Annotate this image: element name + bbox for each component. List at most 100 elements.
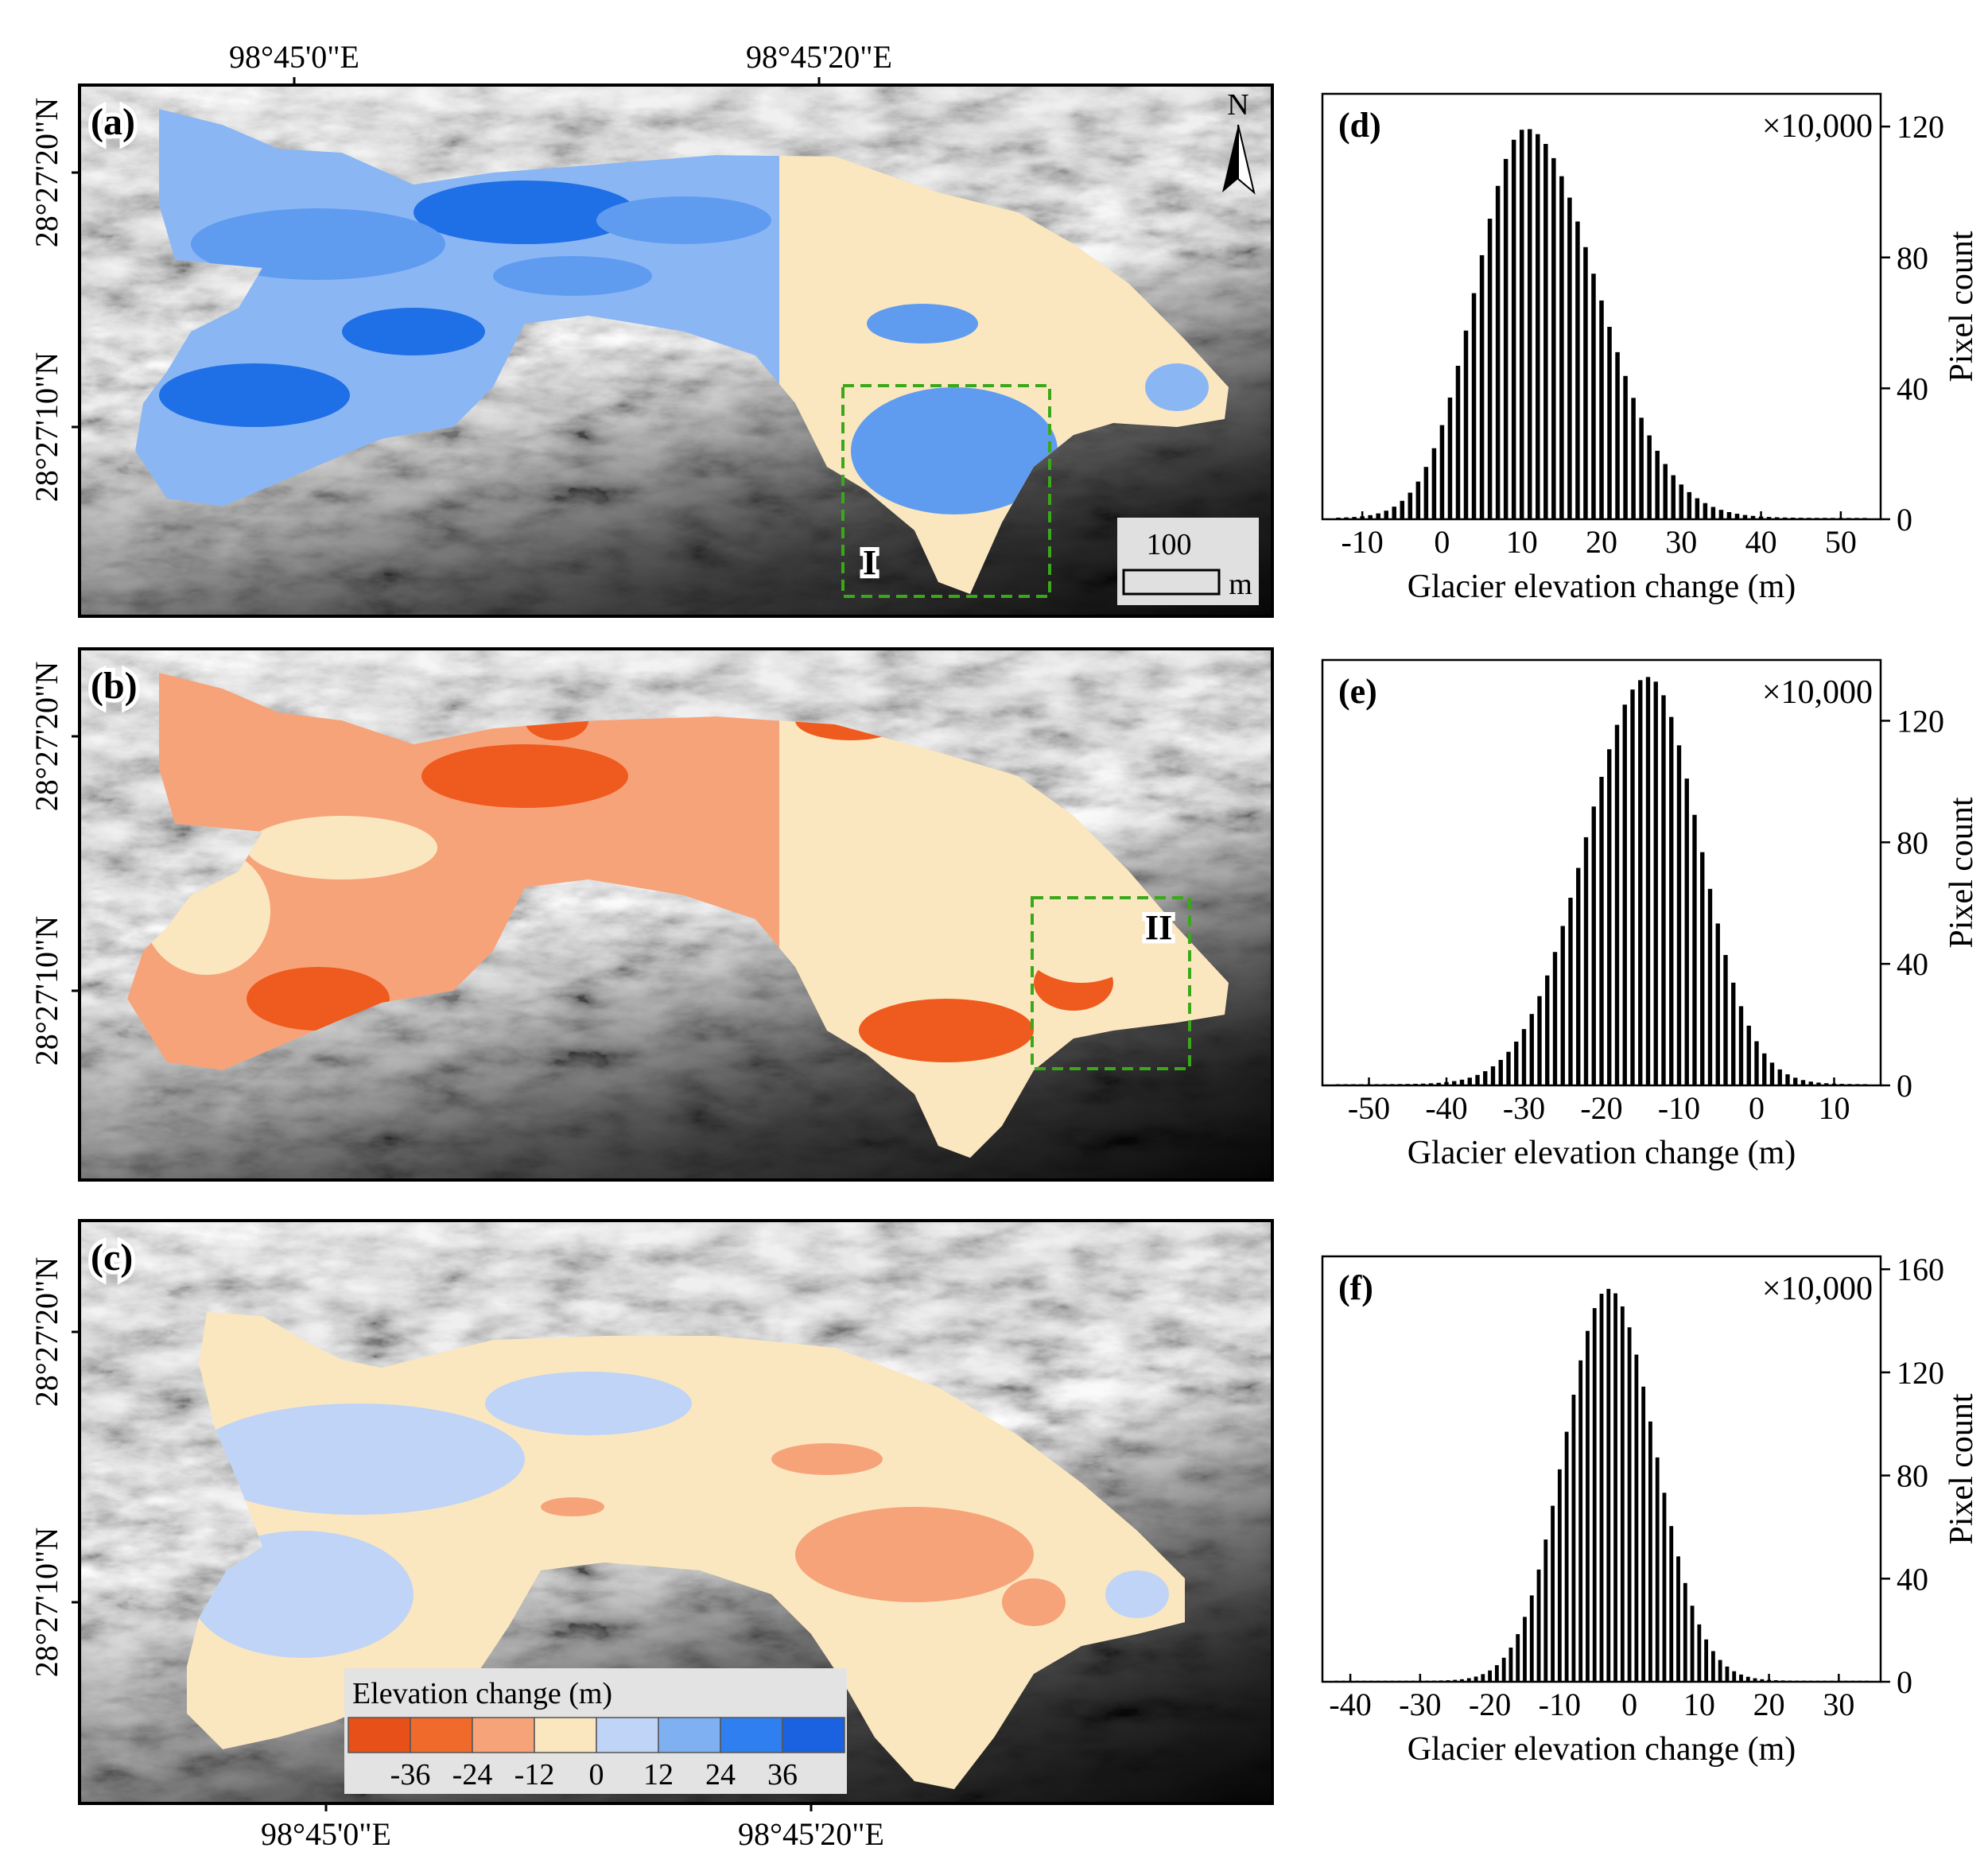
histogram-bar xyxy=(1648,1421,1652,1682)
histogram-bar xyxy=(1376,1680,1380,1682)
longitude-label: 98°45'20"E xyxy=(738,1816,884,1852)
histogram-bar xyxy=(1501,1657,1506,1682)
histogram-bar xyxy=(1543,143,1548,519)
histogram-bar xyxy=(1615,351,1620,519)
histogram-bar xyxy=(1452,1081,1457,1085)
histogram-bar xyxy=(1495,185,1501,519)
x-axis-title: Glacier elevation change (m) xyxy=(1408,569,1796,605)
histogram-bar xyxy=(1523,1617,1527,1682)
legend-swatch xyxy=(720,1717,783,1753)
histogram-bar xyxy=(1824,1083,1829,1085)
histogram-bar xyxy=(1583,837,1589,1085)
histogram-bar xyxy=(1639,417,1644,519)
histogram-bar xyxy=(1460,1679,1464,1682)
y-tick-label: 160 xyxy=(1897,1252,1944,1287)
y-tick-label: 40 xyxy=(1897,946,1928,982)
histogram-bar xyxy=(1607,749,1612,1085)
north-arrow-icon xyxy=(1237,124,1256,195)
histogram-bar xyxy=(1471,293,1477,519)
y-tick-label: 80 xyxy=(1897,1458,1928,1494)
north-arrow-icon xyxy=(1222,125,1238,192)
histogram-bar xyxy=(1831,518,1835,519)
histogram-bar xyxy=(1508,1647,1513,1682)
x-tick-label: -40 xyxy=(1425,1090,1467,1126)
elevation-patch xyxy=(771,1443,883,1475)
histogram-bar xyxy=(1808,1081,1813,1085)
histogram-bar xyxy=(1684,778,1689,1085)
latitude-label: 28°27'20"N xyxy=(29,1257,64,1407)
histogram-bar xyxy=(1753,1678,1757,1682)
latitude-label: 28°27'20"N xyxy=(29,662,64,811)
histogram-bar xyxy=(1571,1395,1576,1682)
histogram-bar xyxy=(1614,724,1620,1085)
histogram-bar xyxy=(1536,1569,1541,1682)
legend-tick-label: 24 xyxy=(705,1758,736,1792)
legend-swatch xyxy=(596,1717,659,1753)
histogram-bar xyxy=(1479,254,1485,519)
histogram-bar xyxy=(1738,1006,1744,1085)
histogram-bar xyxy=(1343,1084,1348,1085)
latitude-label: 28°27'10"N xyxy=(29,1528,64,1677)
histogram-bar xyxy=(1428,1083,1434,1085)
y-tick-label: 120 xyxy=(1897,109,1944,145)
histogram-bar xyxy=(1390,1680,1395,1682)
elevation-patch xyxy=(1018,887,1145,983)
histogram-chart: -50 -40 -30 -20 -10 0 10 0 40 80 120 (e) ×10,000 Glac… xyxy=(1321,658,1980,1171)
histogram-bar xyxy=(1645,677,1651,1085)
histogram-bar xyxy=(1638,680,1643,1085)
legend-swatch xyxy=(658,1717,721,1753)
histogram-bar xyxy=(1527,129,1532,519)
histogram-bar xyxy=(1368,514,1373,519)
histogram-bar xyxy=(1519,130,1524,519)
histogram-bar xyxy=(1382,1084,1387,1085)
histogram-bar xyxy=(1697,1624,1702,1682)
histogram-bar xyxy=(1790,518,1796,519)
zone-box xyxy=(1031,896,1191,1070)
histogram-bar xyxy=(1795,1680,1800,1682)
histogram-bar xyxy=(1798,518,1804,519)
histogram-bar xyxy=(1383,1680,1388,1682)
histogram-bar xyxy=(1662,1493,1667,1682)
histogram-bar xyxy=(1592,1308,1597,1682)
histogram-bar xyxy=(1545,975,1550,1085)
histogram-bar xyxy=(1607,327,1612,519)
histogram-bar xyxy=(1766,517,1772,519)
histogram-bar xyxy=(1630,689,1635,1085)
histogram-bar xyxy=(1404,1680,1408,1682)
histogram-bar xyxy=(1384,510,1388,519)
histogram-bar xyxy=(1788,1680,1792,1682)
histogram-bar xyxy=(1352,517,1357,519)
histogram-bar xyxy=(1564,1431,1569,1682)
y-tick-label: 0 xyxy=(1897,1068,1912,1104)
y-tick-label: 40 xyxy=(1897,1561,1928,1597)
histogram-bar xyxy=(1344,517,1349,519)
histogram-bar xyxy=(1405,1084,1410,1085)
elevation-patch xyxy=(1145,363,1209,411)
histogram-bar xyxy=(1631,398,1636,519)
histogram-bar xyxy=(1536,134,1540,519)
x-tick-label: 0 xyxy=(1749,1090,1765,1126)
elevation-patch xyxy=(795,1507,1034,1602)
legend-swatch xyxy=(472,1717,535,1753)
histogram-bar xyxy=(1854,518,1859,519)
histogram-chart: -10 0 10 20 30 40 50 0 40 80 120 (d) ×10,000 Glacier … xyxy=(1321,92,1980,605)
histogram-bar xyxy=(1359,1084,1364,1085)
histogram-bar xyxy=(1351,1084,1356,1085)
histogram-bar xyxy=(1816,1082,1821,1085)
histogram-bar xyxy=(1769,1062,1775,1085)
histogram-bar xyxy=(1683,1582,1687,1682)
histogram-bar xyxy=(1850,1680,1855,1682)
x-tick-label: 30 xyxy=(1823,1687,1854,1722)
histogram-bar xyxy=(1750,515,1756,519)
histogram-bar xyxy=(1503,158,1508,519)
histogram-bar xyxy=(1862,1084,1868,1085)
histogram-bar xyxy=(1498,1059,1503,1085)
legend-tick-label: 12 xyxy=(643,1758,674,1792)
x-tick-label: 0 xyxy=(1621,1687,1637,1722)
histogram-bar xyxy=(1815,1680,1820,1682)
histogram-bar xyxy=(1647,435,1652,519)
histogram-bar xyxy=(1676,745,1682,1085)
elevation-patch xyxy=(159,363,350,427)
histogram-bar xyxy=(1653,681,1658,1085)
